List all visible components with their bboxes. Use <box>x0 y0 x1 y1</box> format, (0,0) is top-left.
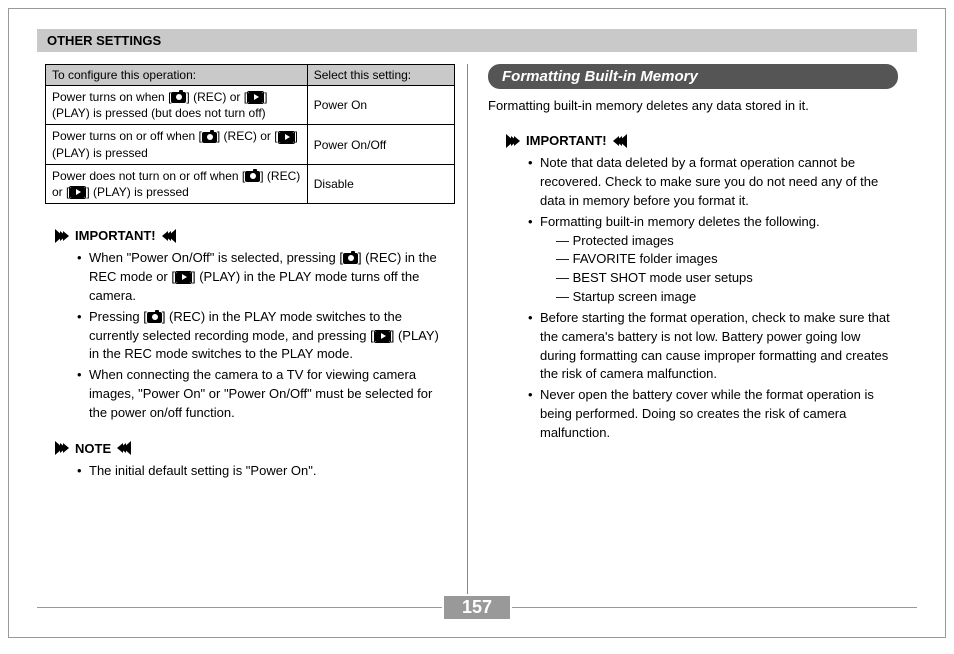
important-label: IMPORTANT! <box>75 228 156 243</box>
camera-icon <box>147 312 162 323</box>
table-row: Power turns on when [] (REC) or [] (PLAY… <box>46 86 455 125</box>
arrow-left-icon <box>613 134 627 148</box>
table-row: Power does not turn on or off when [] (R… <box>46 164 455 203</box>
arrow-right-icon <box>55 441 69 455</box>
content-columns: To configure this operation: Select this… <box>37 64 917 594</box>
section-intro: Formatting built-in memory deletes any d… <box>488 97 898 115</box>
table-cell-setting: Power On <box>307 86 454 125</box>
note-label: NOTE <box>75 441 111 456</box>
important-list: When "Power On/Off" is selected, pressin… <box>37 249 447 423</box>
list-item: Formatting built-in memory deletes the f… <box>528 213 898 307</box>
deletes-list: Protected images FAVORITE folder images … <box>540 232 898 307</box>
section-title: Formatting Built-in Memory <box>488 64 898 89</box>
camera-icon <box>245 171 260 182</box>
arrow-left-icon <box>117 441 131 455</box>
table-header-row: To configure this operation: Select this… <box>46 65 455 86</box>
play-icon <box>375 331 390 342</box>
play-icon <box>248 92 263 103</box>
left-column: To configure this operation: Select this… <box>37 64 467 594</box>
table-cell-operation: Power does not turn on or off when [] (R… <box>46 164 308 203</box>
list-item: Note that data deleted by a format opera… <box>528 154 898 211</box>
camera-icon <box>171 92 186 103</box>
document-page: OTHER SETTINGS To configure this operati… <box>8 8 946 638</box>
camera-icon <box>202 132 217 143</box>
list-item: The initial default setting is "Power On… <box>77 462 447 481</box>
page-number: 157 <box>444 596 510 619</box>
list-item: When connecting the camera to a TV for v… <box>77 366 447 423</box>
important-label: IMPORTANT! <box>526 133 607 148</box>
table-cell-operation: Power turns on when [] (REC) or [] (PLAY… <box>46 86 308 125</box>
footer-line <box>512 607 917 608</box>
page-footer: 157 <box>37 595 917 619</box>
table-header-operation: To configure this operation: <box>46 65 308 86</box>
important-callout: IMPORTANT! <box>506 133 898 148</box>
note-callout: NOTE <box>55 441 447 456</box>
important-list: Note that data deleted by a format opera… <box>488 154 898 443</box>
list-item: BEST SHOT mode user setups <box>556 269 898 288</box>
camera-icon <box>343 253 358 264</box>
play-icon <box>279 132 294 143</box>
note-list: The initial default setting is "Power On… <box>37 462 447 481</box>
list-item: Protected images <box>556 232 898 251</box>
play-icon <box>70 187 85 198</box>
table-cell-setting: Power On/Off <box>307 125 454 164</box>
important-callout: IMPORTANT! <box>55 228 447 243</box>
table-cell-setting: Disable <box>307 164 454 203</box>
settings-table: To configure this operation: Select this… <box>45 64 455 204</box>
play-icon <box>176 272 191 283</box>
list-item: Never open the battery cover while the f… <box>528 386 898 443</box>
table-header-setting: Select this setting: <box>307 65 454 86</box>
table-row: Power turns on or off when [] (REC) or [… <box>46 125 455 164</box>
arrow-right-icon <box>55 229 69 243</box>
list-item: Pressing [] (REC) in the PLAY mode switc… <box>77 308 447 365</box>
list-item: FAVORITE folder images <box>556 250 898 269</box>
table-cell-operation: Power turns on or off when [] (REC) or [… <box>46 125 308 164</box>
arrow-left-icon <box>162 229 176 243</box>
page-header: OTHER SETTINGS <box>37 29 917 52</box>
right-column: Formatting Built-in Memory Formatting bu… <box>468 64 898 594</box>
list-item: When "Power On/Off" is selected, pressin… <box>77 249 447 306</box>
list-item: Startup screen image <box>556 288 898 307</box>
arrow-right-icon <box>506 134 520 148</box>
footer-line <box>37 607 442 608</box>
list-item: Before starting the format operation, ch… <box>528 309 898 384</box>
